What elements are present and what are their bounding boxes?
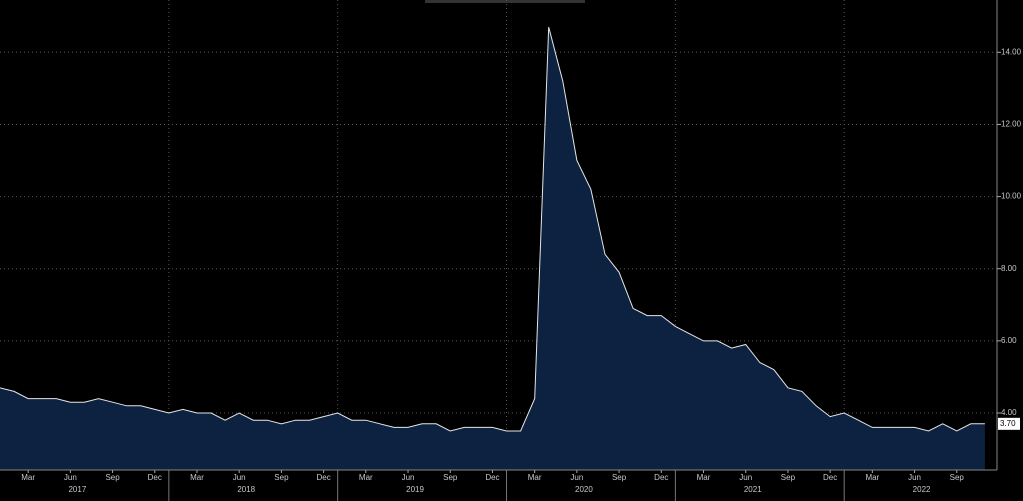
x-tick-label: Mar [528,473,542,482]
year-label: 2018 [237,485,255,494]
last-value-label: 3.70 [1000,419,1016,428]
x-tick-label: Dec [823,473,837,482]
x-tick-label: Mar [359,473,373,482]
x-tick-label: Sep [612,473,627,482]
y-tick-label: 4.00 [1001,408,1017,417]
y-tick-label: 8.00 [1001,264,1017,273]
x-tick-label: Dec [485,473,499,482]
year-label: 2022 [913,485,931,494]
year-label: 2020 [575,485,593,494]
x-tick-label: Sep [781,473,796,482]
x-tick-label: Dec [148,473,162,482]
y-tick-label: 12.00 [1001,120,1022,129]
x-tick-label: Jun [739,473,752,482]
line [0,26,985,432]
x-tick-label: Sep [274,473,289,482]
x-tick-label: Sep [443,473,458,482]
x-tick-label: Jun [402,473,415,482]
y-tick-label: 6.00 [1001,336,1017,345]
x-tick-label: Dec [654,473,668,482]
x-tick-label: Jun [908,473,921,482]
x-tick-label: Mar [190,473,204,482]
x-tick-label: Jun [64,473,77,482]
top-bar [425,0,585,3]
year-label: 2017 [68,485,86,494]
x-tick-label: Mar [697,473,711,482]
y-tick-label: 10.00 [1001,192,1022,201]
year-label: 2019 [406,485,424,494]
x-tick-label: Mar [865,473,879,482]
x-tick-label: Jun [570,473,583,482]
year-label: 2021 [744,485,762,494]
x-tick-label: Mar [21,473,35,482]
area [0,27,985,470]
x-tick-label: Sep [950,473,965,482]
last-value-tag [998,417,1020,430]
x-tick-label: Jun [233,473,246,482]
x-tick-label: Sep [105,473,120,482]
x-tick-label: Dec [316,473,330,482]
y-tick-label: 14.00 [1001,47,1022,56]
